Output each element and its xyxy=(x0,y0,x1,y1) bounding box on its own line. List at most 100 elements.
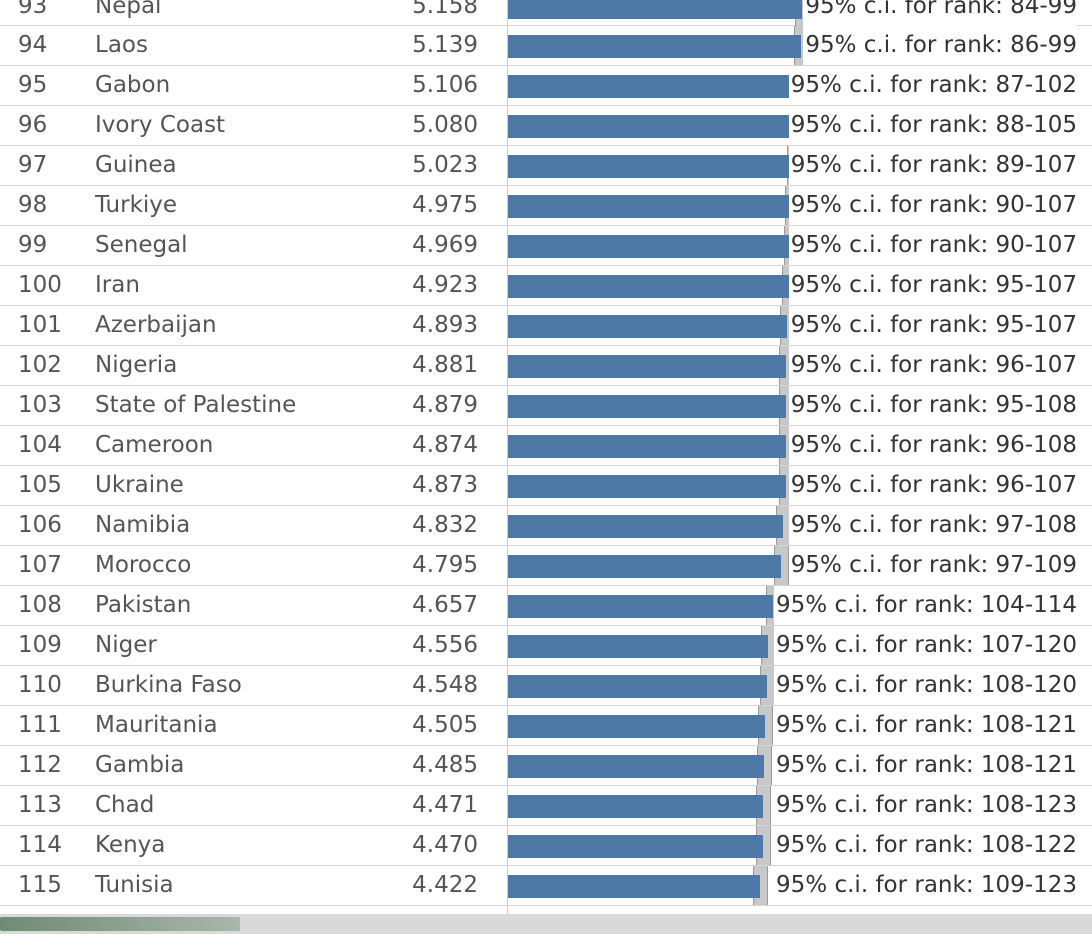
score-bar xyxy=(508,755,764,778)
table-row[interactable]: 100 Iran 4.923 95% c.i. for rank: 95-107 xyxy=(0,266,1092,306)
rank-number: 100 xyxy=(18,272,62,298)
country-name: Ukraine xyxy=(95,472,184,498)
table-row[interactable]: 105 Ukraine 4.873 95% c.i. for rank: 96-107 xyxy=(0,466,1092,506)
score-bar xyxy=(508,115,798,138)
bar-cell: 95% c.i. for rank: 84-99 xyxy=(507,0,1079,26)
score-value: 4.874 xyxy=(412,432,478,458)
table-row[interactable]: 111 Mauritania 4.505 95% c.i. for rank: 108… xyxy=(0,706,1092,746)
score-bar xyxy=(508,835,763,858)
bar-cell: 95% c.i. for rank: 108-121 xyxy=(507,706,1079,745)
table-row[interactable]: 94 Laos 5.139 95% c.i. for rank: 86-99 xyxy=(0,26,1092,66)
ci-label: 95% c.i. for rank: 90-107 xyxy=(788,226,1077,265)
rank-number: 102 xyxy=(18,352,62,378)
ci-label: 95% c.i. for rank: 107-120 xyxy=(774,626,1077,665)
rank-number: 103 xyxy=(18,392,62,418)
score-bar xyxy=(508,275,789,298)
rank-number: 104 xyxy=(18,432,62,458)
ci-label: 95% c.i. for rank: 108-123 xyxy=(774,786,1077,825)
table-row[interactable]: 108 Pakistan 4.657 95% c.i. for rank: 104-1… xyxy=(0,586,1092,626)
ci-label: 95% c.i. for rank: 108-121 xyxy=(774,746,1077,785)
table-row[interactable]: 112 Gambia 4.485 95% c.i. for rank: 108-121 xyxy=(0,746,1092,786)
bar-cell: 95% c.i. for rank: 95-108 xyxy=(507,386,1079,425)
country-name: Nigeria xyxy=(95,352,178,378)
score-value: 5.023 xyxy=(412,152,478,178)
table-row[interactable]: 98 Turkiye 4.975 95% c.i. for rank: 90-107 xyxy=(0,186,1092,226)
score-value: 5.139 xyxy=(412,32,478,58)
bar-cell: 95% c.i. for rank: 97-109 xyxy=(507,546,1079,585)
table-row[interactable]: 103 State of Palestine 4.879 95% c.i. for r… xyxy=(0,386,1092,426)
rank-number: 106 xyxy=(18,512,62,538)
score-value: 4.470 xyxy=(412,832,478,858)
score-value: 4.505 xyxy=(412,712,478,738)
table-row[interactable]: 97 Guinea 5.023 95% c.i. for rank: 89-107 xyxy=(0,146,1092,186)
ci-label: 95% c.i. for rank: 95-107 xyxy=(788,306,1077,345)
score-value: 4.657 xyxy=(412,592,478,618)
country-name: Niger xyxy=(95,632,157,658)
table-row[interactable]: 106 Namibia 4.832 95% c.i. for rank: 97-108 xyxy=(0,506,1092,546)
rank-number: 99 xyxy=(18,232,48,258)
score-value: 4.556 xyxy=(412,632,478,658)
rank-number: 94 xyxy=(18,32,48,58)
ci-label: 95% c.i. for rank: 96-107 xyxy=(788,346,1077,385)
country-name: Gabon xyxy=(95,72,171,98)
score-bar xyxy=(508,875,761,898)
rank-number: 109 xyxy=(18,632,62,658)
ci-label: 95% c.i. for rank: 108-122 xyxy=(774,826,1077,865)
bar-cell: 95% c.i. for rank: 108-120 xyxy=(507,666,1079,705)
ci-label: 95% c.i. for rank: 90-107 xyxy=(788,186,1077,225)
ci-label: 95% c.i. for rank: 108-121 xyxy=(774,706,1077,745)
ci-label: 95% c.i. for rank: 95-107 xyxy=(788,266,1077,305)
score-bar xyxy=(508,195,792,218)
table-row[interactable]: 93 Nepal 5.158 95% c.i. for rank: 84-99 xyxy=(0,0,1092,26)
score-bar xyxy=(508,635,768,658)
scrollbar-thumb[interactable] xyxy=(0,917,240,931)
score-value: 4.975 xyxy=(412,192,478,218)
rank-number: 108 xyxy=(18,592,62,618)
country-name: Guinea xyxy=(95,152,177,178)
table-row[interactable]: 110 Burkina Faso 4.548 95% c.i. for rank: 1… xyxy=(0,666,1092,706)
table-row[interactable]: 102 Nigeria 4.881 95% c.i. for rank: 96-107 xyxy=(0,346,1092,386)
table-row[interactable]: 104 Cameroon 4.874 95% c.i. for rank: 96-10… xyxy=(0,426,1092,466)
table-row[interactable]: 114 Kenya 4.470 95% c.i. for rank: 108-122 xyxy=(0,826,1092,866)
score-value: 4.923 xyxy=(412,272,478,298)
ci-label: 95% c.i. for rank: 84-99 xyxy=(803,0,1077,26)
bar-cell: 95% c.i. for rank: 90-107 xyxy=(507,226,1079,265)
table-row[interactable]: 113 Chad 4.471 95% c.i. for rank: 108-123 xyxy=(0,786,1092,826)
country-name: Tunisia xyxy=(95,872,174,898)
bar-cell: 95% c.i. for rank: 87-102 xyxy=(507,66,1079,105)
rank-number: 105 xyxy=(18,472,62,498)
country-name: Namibia xyxy=(95,512,191,538)
confidence-band-edge xyxy=(771,706,773,745)
table-row[interactable]: 95 Gabon 5.106 95% c.i. for rank: 87-102 xyxy=(0,66,1092,106)
score-bar xyxy=(508,75,800,98)
ci-label: 95% c.i. for rank: 97-108 xyxy=(788,506,1077,545)
table-row[interactable]: 96 Ivory Coast 5.080 95% c.i. for rank: 88-… xyxy=(0,106,1092,146)
score-bar xyxy=(508,435,786,458)
table-row[interactable]: 99 Senegal 4.969 95% c.i. for rank: 90-107 xyxy=(0,226,1092,266)
bar-cell: 95% c.i. for rank: 95-107 xyxy=(507,266,1079,305)
ci-label: 95% c.i. for rank: 96-107 xyxy=(788,466,1077,505)
ci-label: 95% c.i. for rank: 96-108 xyxy=(788,426,1077,465)
table-row[interactable]: 109 Niger 4.556 95% c.i. for rank: 107-120 xyxy=(0,626,1092,666)
bar-cell: 95% c.i. for rank: 95-107 xyxy=(507,306,1079,345)
bar-cell: 95% c.i. for rank: 89-107 xyxy=(507,146,1079,185)
table-row[interactable]: 107 Morocco 4.795 95% c.i. for rank: 97-109 xyxy=(0,546,1092,586)
ci-label: 95% c.i. for rank: 89-107 xyxy=(788,146,1077,185)
rank-number: 97 xyxy=(18,152,48,178)
horizontal-scrollbar[interactable] xyxy=(0,914,1092,934)
bar-cell: 95% c.i. for rank: 107-120 xyxy=(507,626,1079,665)
score-value: 4.485 xyxy=(412,752,478,778)
table-row[interactable]: 101 Azerbaijan 4.893 95% c.i. for rank: 95-… xyxy=(0,306,1092,346)
country-name: Cameroon xyxy=(95,432,214,458)
score-bar xyxy=(508,235,792,258)
score-bar xyxy=(508,515,784,538)
country-name: Mauritania xyxy=(95,712,218,738)
ci-label: 95% c.i. for rank: 97-109 xyxy=(788,546,1077,585)
bar-cell: 95% c.i. for rank: 90-107 xyxy=(507,186,1079,225)
country-name: Turkiye xyxy=(95,192,178,218)
score-value: 4.969 xyxy=(412,232,478,258)
bar-cell: 95% c.i. for rank: 97-108 xyxy=(507,506,1079,545)
table-row[interactable]: 115 Tunisia 4.422 95% c.i. for rank: 109-12… xyxy=(0,866,1092,906)
score-bar xyxy=(508,595,774,618)
